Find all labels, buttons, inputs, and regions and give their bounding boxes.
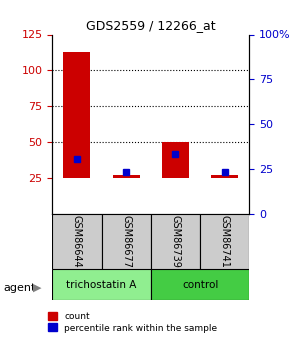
- Bar: [63, 52, 90, 178]
- FancyBboxPatch shape: [52, 269, 151, 300]
- Text: trichostatin A: trichostatin A: [66, 280, 137, 289]
- FancyBboxPatch shape: [52, 214, 102, 269]
- FancyBboxPatch shape: [151, 214, 200, 269]
- Text: GSM86677: GSM86677: [121, 215, 131, 268]
- Bar: [211, 175, 238, 178]
- Title: GDS2559 / 12266_at: GDS2559 / 12266_at: [86, 19, 215, 32]
- Bar: [162, 142, 189, 178]
- Bar: [113, 175, 140, 178]
- FancyBboxPatch shape: [200, 214, 249, 269]
- Text: GSM86741: GSM86741: [220, 215, 230, 268]
- FancyBboxPatch shape: [102, 214, 151, 269]
- Text: GSM86739: GSM86739: [171, 215, 180, 268]
- Text: control: control: [182, 280, 218, 289]
- Text: agent: agent: [3, 283, 35, 293]
- FancyBboxPatch shape: [151, 269, 249, 300]
- Text: GSM86644: GSM86644: [72, 215, 82, 268]
- Text: ▶: ▶: [33, 283, 42, 293]
- Legend: count, percentile rank within the sample: count, percentile rank within the sample: [48, 312, 218, 333]
